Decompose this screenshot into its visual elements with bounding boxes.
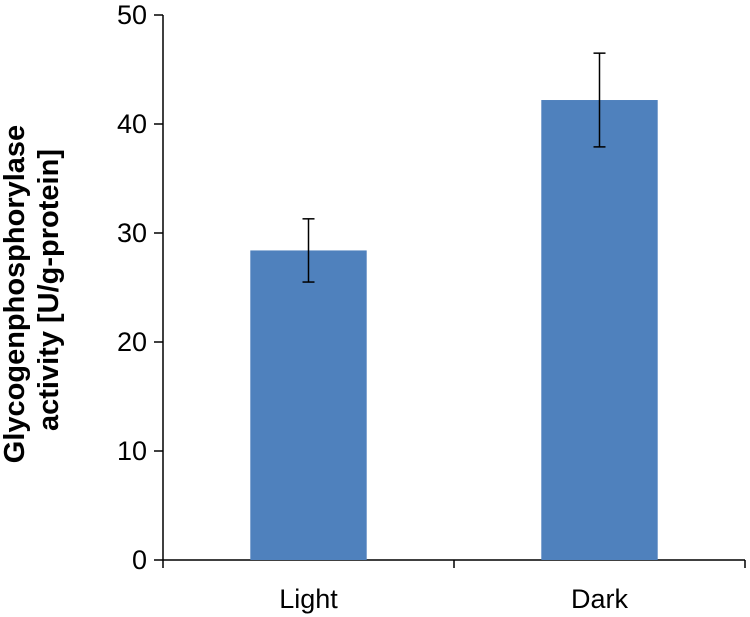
y-tick-label: 20 — [117, 327, 147, 357]
y-tick-label: 40 — [117, 109, 147, 139]
y-axis-label: Glycogenphosphorylase activity [U/g-prot… — [0, 117, 65, 463]
bars — [250, 52, 658, 561]
y-tick-label: 50 — [117, 0, 147, 30]
y-tick-label: 0 — [132, 545, 147, 575]
y-tick-label: 30 — [117, 218, 147, 248]
y-axis: 0 10 20 30 40 50 — [117, 0, 164, 575]
bar-light — [250, 250, 367, 560]
x-tick-label: Dark — [571, 584, 629, 614]
x-axis: Light Dark — [162, 559, 746, 614]
x-tick-label: Light — [279, 584, 338, 614]
y-axis-label-line-1: Glycogenphosphorylase — [0, 125, 31, 463]
y-axis-label-line-2: activity [U/g-protein] — [33, 149, 65, 431]
bar-dark — [541, 100, 658, 561]
y-tick-label: 10 — [117, 436, 147, 466]
